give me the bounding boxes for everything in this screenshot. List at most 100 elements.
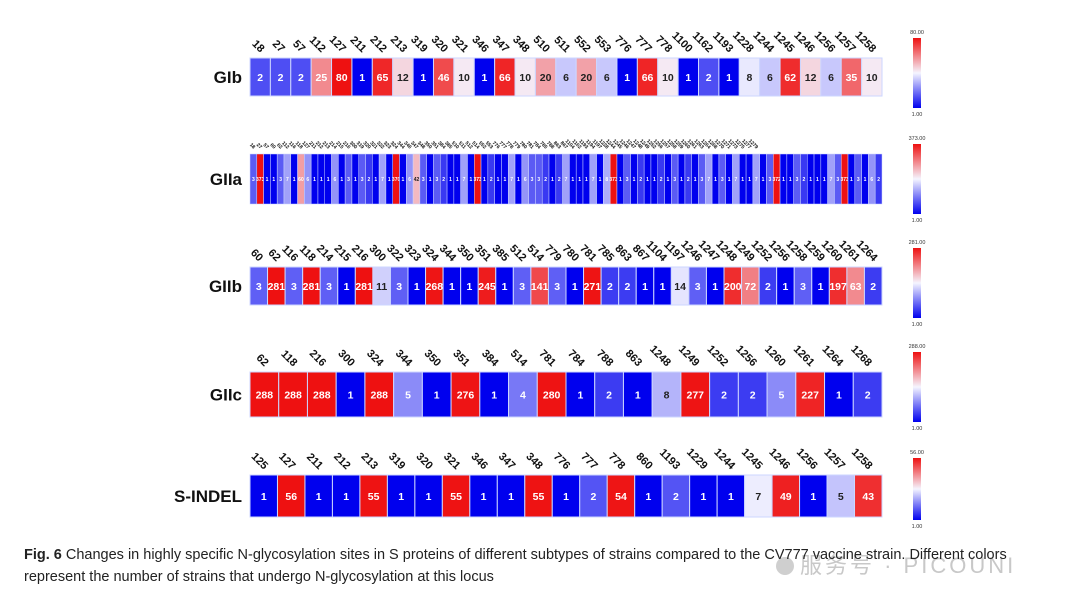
site-label: 300 xyxy=(367,243,388,264)
cell-value: 2 xyxy=(639,177,642,183)
cell-value: 3 xyxy=(531,177,534,183)
heat-cell xyxy=(863,266,883,306)
site-label: 348 xyxy=(510,34,531,55)
cell-value: 3 xyxy=(800,281,806,293)
site-label: 211 xyxy=(307,140,317,150)
heat-cell xyxy=(852,371,883,418)
heat-cell xyxy=(496,474,526,518)
site-label: 215 xyxy=(331,243,352,264)
cell-value: 1 xyxy=(469,177,472,183)
site-label: 127 xyxy=(276,451,297,472)
site-label: 1264 xyxy=(819,343,845,369)
cell-value: 1 xyxy=(572,281,578,293)
site-label: 216 xyxy=(349,243,370,264)
wechat-logo-icon xyxy=(776,557,794,575)
cell-value: 25 xyxy=(316,72,328,84)
site-label: 1193 xyxy=(657,447,682,472)
site-label: 321 xyxy=(368,140,378,150)
cell-value: 66 xyxy=(499,72,511,84)
site-label: 127 xyxy=(300,140,310,150)
heat-cell xyxy=(874,153,883,205)
cell-value: 3 xyxy=(291,281,297,293)
site-label: 1256 xyxy=(794,446,820,472)
cell-value: 2 xyxy=(625,281,631,293)
legend-min-label: 1.00 xyxy=(912,322,923,328)
cell-value: 3 xyxy=(361,177,364,183)
site-label: 300 xyxy=(335,348,356,369)
heat-cell xyxy=(249,371,280,418)
site-label: 778 xyxy=(504,140,514,150)
site-label: 300 xyxy=(348,140,358,150)
site-label: 211 xyxy=(347,34,368,55)
heat-cell xyxy=(306,371,337,418)
cell-value: 373 xyxy=(840,177,849,183)
cell-value: 1 xyxy=(354,177,357,183)
legend-colorbar xyxy=(913,38,921,108)
cell-value: 62 xyxy=(784,72,796,84)
cell-value: 1 xyxy=(728,491,734,503)
cell-value: 1 xyxy=(293,177,296,183)
cell-value: 2 xyxy=(750,389,756,401)
site-label: 511 xyxy=(551,34,572,55)
heat-cell xyxy=(551,474,581,518)
cell-value: 1 xyxy=(327,177,330,183)
cell-value: 1 xyxy=(344,281,350,293)
cell-value: 7 xyxy=(286,177,289,183)
cell-value: 65 xyxy=(377,72,389,84)
site-label: 214 xyxy=(314,243,336,265)
site-label: 118 xyxy=(297,243,318,264)
cell-value: 3 xyxy=(768,177,771,183)
cell-value: 1 xyxy=(481,491,487,503)
cell-value: 1 xyxy=(482,72,488,84)
heat-cell xyxy=(634,474,663,518)
site-label: 1261 xyxy=(791,343,817,369)
cell-value: 1 xyxy=(864,177,867,183)
site-label: 212 xyxy=(331,451,352,472)
cell-value: 3 xyxy=(695,281,701,293)
cell-value: 1 xyxy=(782,177,785,183)
site-label: 867 xyxy=(559,140,569,150)
heat-cell xyxy=(861,57,883,97)
site-label: 346 xyxy=(402,140,412,150)
cell-value: 8 xyxy=(747,72,753,84)
site-label: 776 xyxy=(491,140,501,150)
cell-value: 1 xyxy=(818,281,824,293)
cell-value: 1 xyxy=(502,281,508,293)
cell-value: 141 xyxy=(531,281,549,293)
site-label: 321 xyxy=(449,34,470,55)
heat-cell xyxy=(450,371,481,418)
cell-value: 1 xyxy=(809,177,812,183)
cell-value: 1 xyxy=(577,389,583,401)
cell-value: 276 xyxy=(457,389,475,401)
cell-value: 1 xyxy=(712,281,718,293)
site-label: 514 xyxy=(525,243,547,265)
site-label: 324 xyxy=(419,243,441,265)
cell-value: 1 xyxy=(414,281,420,293)
cell-value: 373 xyxy=(609,177,618,183)
cell-value: 245 xyxy=(478,281,496,293)
site-label: 350 xyxy=(454,243,475,264)
heat-cell xyxy=(709,371,739,418)
cell-value: 3 xyxy=(836,177,839,183)
site-label: 1229 xyxy=(684,446,710,472)
cell-value: 1 xyxy=(646,491,652,503)
site-label: 319 xyxy=(355,140,365,150)
heat-cell xyxy=(716,474,746,518)
cell-value: 3 xyxy=(554,281,560,293)
legend-min-label: 1.00 xyxy=(912,524,923,530)
cell-value: 227 xyxy=(801,389,819,401)
cell-value: 2 xyxy=(442,177,445,183)
cell-value: 7 xyxy=(755,177,758,183)
cell-value: 1 xyxy=(816,177,819,183)
watermark: 服务号 · PICOUNI xyxy=(776,548,1016,580)
site-label: 213 xyxy=(388,34,409,55)
site-label: 777 xyxy=(498,140,508,150)
cell-value: 1 xyxy=(266,177,269,183)
site-label: 784 xyxy=(565,348,587,370)
legend-min-label: 1.00 xyxy=(912,218,923,224)
cell-value: 1 xyxy=(633,177,636,183)
site-label: 1256 xyxy=(812,29,838,55)
cell-value: 1 xyxy=(646,177,649,183)
cell-value: 1 xyxy=(320,177,323,183)
